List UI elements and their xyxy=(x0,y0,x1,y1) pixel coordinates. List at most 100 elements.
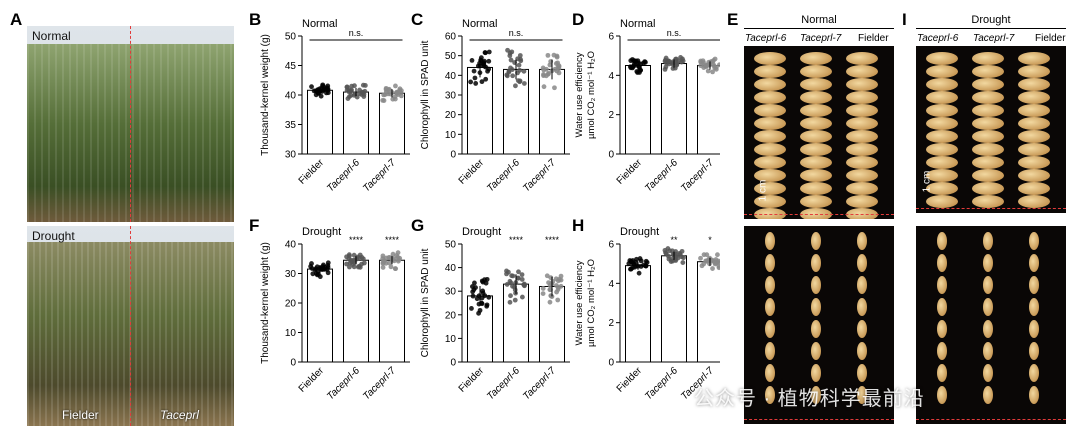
data-point xyxy=(395,258,401,264)
data-point xyxy=(638,258,644,264)
data-point xyxy=(700,58,706,64)
chart-title: Normal xyxy=(302,18,337,30)
data-point xyxy=(541,84,547,90)
x-tick-label: Taceprl-7 xyxy=(679,157,716,194)
seed-grain xyxy=(754,104,786,117)
y-tick-label: 20 xyxy=(445,310,457,321)
data-point xyxy=(472,75,478,81)
data-point xyxy=(351,92,357,98)
bar xyxy=(379,259,405,363)
x-tick-label: Fielder xyxy=(615,365,645,395)
y-axis-label: Chlorophyll in SPAD unit xyxy=(420,248,431,357)
scale-label-e: 1 cm xyxy=(757,179,769,202)
data-point xyxy=(710,62,716,67)
seed-grain xyxy=(857,232,867,250)
seed-grain xyxy=(857,342,867,360)
chart-title: Drought xyxy=(302,226,341,238)
seed-grain xyxy=(937,364,947,382)
y-tick-label: 10 xyxy=(445,334,457,345)
data-point xyxy=(628,266,634,272)
y-tick-label: 40 xyxy=(445,263,457,274)
seed-grain xyxy=(846,169,878,182)
y-tick-label: 40 xyxy=(285,240,297,251)
seed-grain xyxy=(800,65,832,78)
seed-grain xyxy=(937,254,947,272)
data-point xyxy=(554,283,559,288)
x-tick-label: Taceprl-7 xyxy=(361,157,398,194)
x-tick-label: Taceprl-6 xyxy=(325,365,362,402)
seed-grain xyxy=(811,320,821,338)
seed-grain xyxy=(857,364,867,382)
data-point xyxy=(517,67,523,73)
data-point xyxy=(362,83,368,88)
bar xyxy=(697,261,720,363)
x-tick-label: Taceprl-7 xyxy=(521,157,558,194)
data-point xyxy=(508,57,514,63)
significance-label: **** xyxy=(385,235,400,245)
y-tick-label: 4 xyxy=(608,279,614,290)
data-point xyxy=(628,258,634,264)
seed-title-e: Normal xyxy=(801,14,837,26)
seed-grain xyxy=(846,52,878,65)
data-point xyxy=(320,266,325,272)
data-point xyxy=(545,52,551,58)
data-point xyxy=(710,266,715,271)
seed-grain xyxy=(1029,298,1039,316)
data-point xyxy=(346,89,352,95)
seed-grain xyxy=(1018,156,1050,169)
data-point xyxy=(540,65,546,71)
seed-grain xyxy=(972,169,1004,182)
data-point xyxy=(698,63,704,69)
data-point xyxy=(555,286,561,292)
seed-grain xyxy=(857,276,867,294)
data-point xyxy=(663,55,669,61)
y-tick-label: 30 xyxy=(445,91,457,102)
data-point xyxy=(469,57,475,63)
data-point xyxy=(519,272,525,278)
seed-image-normal-top xyxy=(744,46,894,219)
data-point xyxy=(705,68,711,74)
data-point xyxy=(391,258,397,264)
seed-grain xyxy=(846,195,878,208)
chart-h: Drought 0 2 4 6 Water use efficiency µmol CO₂ … xyxy=(574,226,720,402)
data-point xyxy=(481,61,486,67)
seed-grain xyxy=(754,78,786,91)
panel-label-b: B xyxy=(249,10,262,29)
data-point xyxy=(521,282,527,288)
data-point xyxy=(486,49,492,55)
data-point xyxy=(345,96,351,102)
data-point xyxy=(394,89,400,95)
data-point xyxy=(485,68,490,74)
data-point xyxy=(392,96,398,102)
seed-grain xyxy=(800,117,832,130)
seed-grain xyxy=(765,298,775,316)
data-point xyxy=(505,269,511,275)
seed-grain xyxy=(811,364,821,382)
panel-label-g: G xyxy=(411,216,425,235)
seed-grain xyxy=(857,386,867,404)
seed-grain xyxy=(754,143,786,156)
seed-grain xyxy=(1018,182,1050,195)
data-point xyxy=(352,83,357,89)
seed-grain xyxy=(926,78,958,91)
seed-grain xyxy=(1018,130,1050,143)
data-point xyxy=(636,270,642,276)
data-point xyxy=(480,288,486,294)
y-axis-label: Water use efficiency xyxy=(574,52,585,137)
seed-image-drought-top xyxy=(916,46,1066,213)
data-point xyxy=(540,291,546,297)
seed-grain xyxy=(754,156,786,169)
data-point xyxy=(515,275,521,281)
data-point xyxy=(519,277,525,282)
data-point xyxy=(344,84,350,90)
seed-grain xyxy=(857,320,867,338)
y-tick-label: 60 xyxy=(445,32,457,43)
data-point xyxy=(699,263,705,269)
x-tick-label: Taceprl-6 xyxy=(325,157,362,194)
seed-grain xyxy=(846,182,878,195)
photo-caption-taceprl: Taceprl xyxy=(160,408,199,422)
seed-grain xyxy=(983,386,993,404)
data-point xyxy=(351,252,357,258)
panel-label-d: D xyxy=(572,10,585,29)
seed-grain xyxy=(972,117,1004,130)
